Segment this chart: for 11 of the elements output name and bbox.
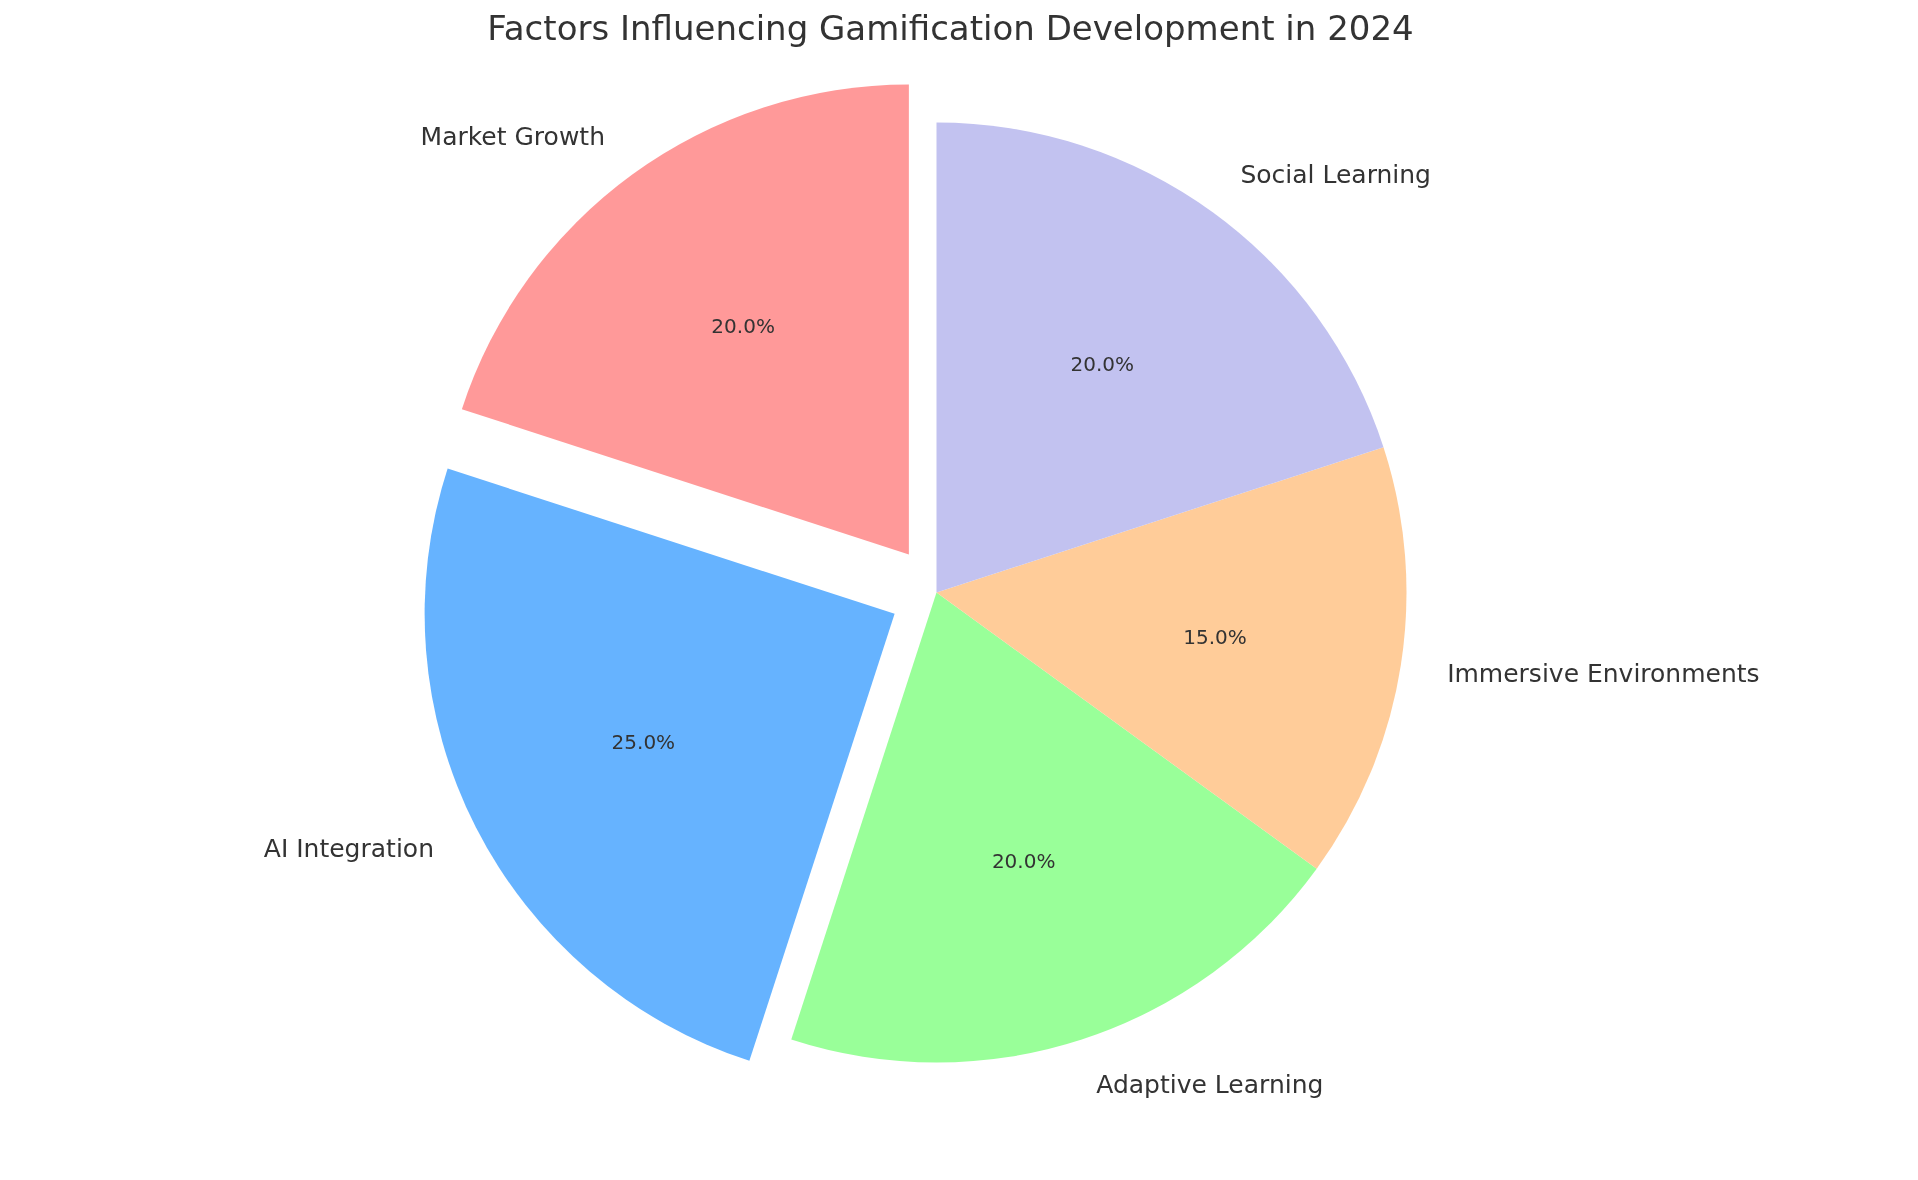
data-label: 25.0% — [611, 729, 676, 754]
slice-label: Market Growth — [420, 121, 605, 151]
chart-title: Factors Influencing Gamification Development in 2024 — [487, 7, 1414, 48]
data-label: 20.0% — [711, 314, 775, 339]
data-label: 20.0% — [991, 848, 1056, 873]
slice-label: AI Integration — [263, 834, 434, 864]
slice-label: Social Learning — [1240, 159, 1431, 189]
slice-label: Adaptive Learning — [1096, 1069, 1324, 1099]
data-label: 15.0% — [1183, 624, 1247, 649]
slice-label: Immersive Environments — [1447, 658, 1760, 688]
data-label: 20.0% — [1070, 352, 1135, 377]
